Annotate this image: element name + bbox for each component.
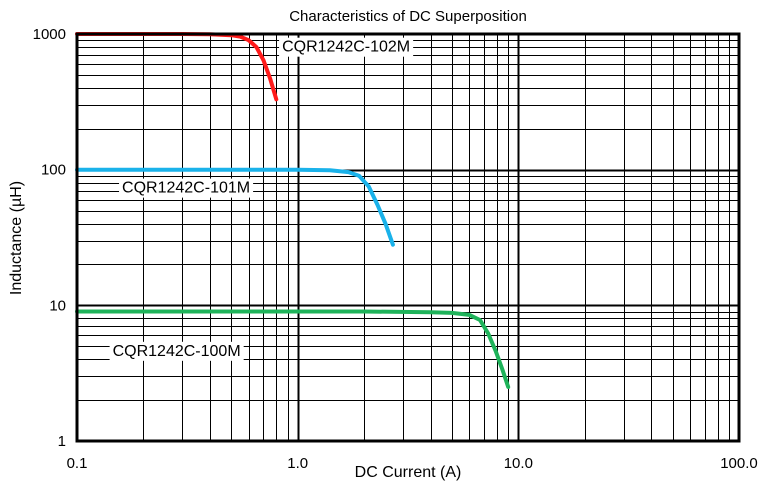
x-tick-label: 0.1 [67,455,88,472]
series-label: CQR1242C-102M [282,39,410,56]
y-tick-label: 100 [41,162,66,179]
tick-labels: 0.1 1.0 10.0 100.0 1 10 100 1000 [33,26,758,472]
x-tick-label: 1.0 [287,455,308,472]
y-tick-label: 10 [49,297,66,314]
x-tick-label: 10.0 [504,455,533,472]
x-tick-label: 100.0 [720,455,758,472]
y-axis-label: Inductance (µH) [8,181,25,295]
series-line-cqr1242c-101m [75,167,395,247]
chart-title: Characteristics of DC Superposition [289,8,527,25]
series-line-cqr1242c-100m [75,309,511,389]
series-lines [75,32,511,389]
x-axis-label: DC Current (A) [355,464,462,481]
y-tick-label: 1 [58,433,66,450]
grid [77,34,739,441]
y-tick-label: 1000 [33,26,66,43]
series-labels: CQR1242C-102M CQR1242C-101M CQR1242C-100M [109,37,414,361]
series-label: CQR1242C-101M [122,180,250,197]
series-label-background [279,37,414,57]
series-label-background [109,341,244,361]
series-line-cqr1242c-102m [75,32,279,102]
plot-frame [75,32,741,443]
series-label-background [119,178,254,198]
series-label: CQR1242C-100M [113,343,241,360]
